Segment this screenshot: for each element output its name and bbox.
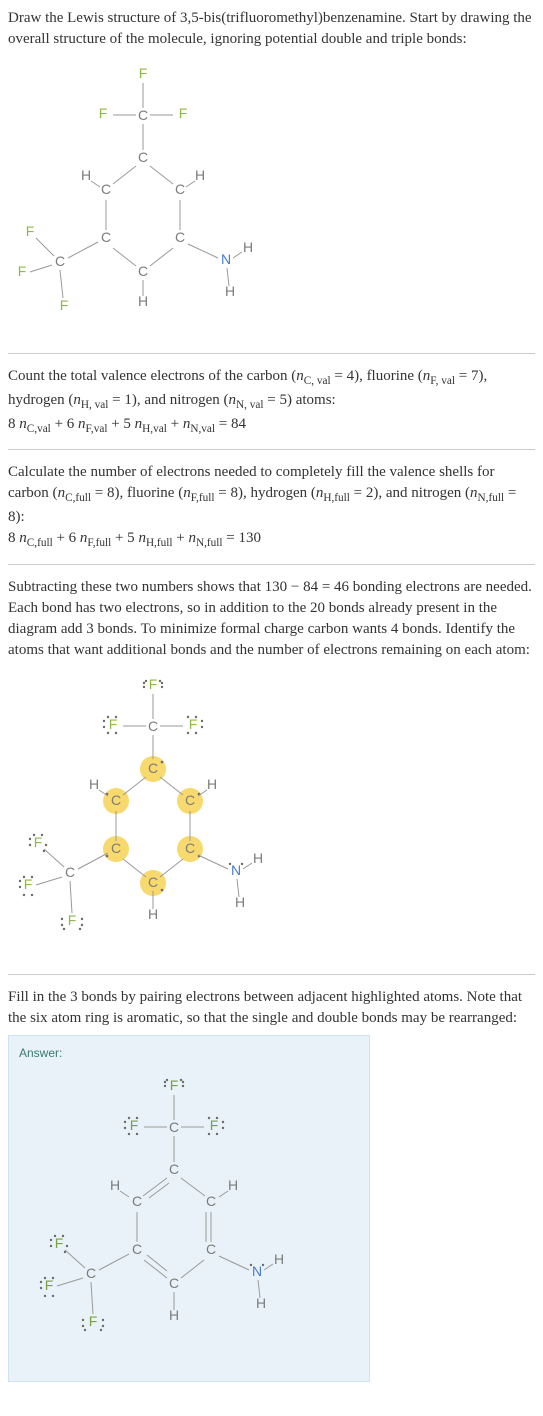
svg-text:C: C — [101, 181, 111, 197]
svg-text:H: H — [207, 776, 217, 792]
svg-text:C: C — [138, 107, 148, 123]
section-full: Calculate the number of electrons needed… — [8, 462, 535, 565]
svg-text:F: F — [109, 716, 118, 732]
svg-text:C: C — [111, 792, 121, 808]
svg-text:F: F — [170, 1077, 179, 1093]
svg-text:H: H — [243, 239, 253, 255]
diagram-answer: F F F C — [19, 1068, 359, 1363]
svg-text:C: C — [148, 874, 158, 890]
svg-text:N: N — [221, 251, 231, 267]
valence-prose: Count the total valence electrons of the… — [8, 366, 535, 414]
svg-text:C: C — [169, 1119, 179, 1135]
answer-intro: Fill in the 3 bonds by pairing electrons… — [8, 987, 535, 1029]
section-bonding: Subtracting these two numbers shows that… — [8, 577, 535, 975]
svg-text:F: F — [34, 834, 43, 850]
svg-text:C: C — [185, 792, 195, 808]
svg-text:F: F — [45, 1277, 54, 1293]
svg-text:H: H — [228, 1177, 238, 1193]
svg-text:C: C — [169, 1275, 179, 1291]
svg-text:H: H — [235, 894, 245, 910]
valence-equation: 8 nC,val + 6 nF,val + 5 nH,val + nN,val … — [8, 414, 535, 438]
diagram-skeleton: F F F C C C C C C C H H H — [8, 58, 535, 333]
svg-text:F: F — [24, 876, 33, 892]
svg-text:C: C — [101, 229, 111, 245]
svg-text:C: C — [148, 718, 158, 734]
full-equation: 8 nC,full + 6 nF,full + 5 nH,full + nN,f… — [8, 528, 535, 552]
full-prose: Calculate the number of electrons needed… — [8, 462, 535, 528]
svg-text:H: H — [253, 850, 263, 866]
svg-text:F: F — [179, 105, 188, 121]
svg-text:H: H — [195, 167, 205, 183]
svg-text:F: F — [89, 1313, 98, 1329]
svg-text:H: H — [256, 1295, 266, 1311]
svg-text:C: C — [175, 229, 185, 245]
svg-text:F: F — [60, 297, 69, 313]
svg-text:F: F — [210, 1117, 219, 1133]
svg-text:F: F — [55, 1235, 64, 1251]
svg-text:H: H — [110, 1177, 120, 1193]
svg-text:F: F — [149, 676, 158, 692]
svg-text:H: H — [81, 167, 91, 183]
svg-text:C: C — [138, 149, 148, 165]
svg-text:H: H — [274, 1251, 284, 1267]
svg-text:C: C — [169, 1161, 179, 1177]
svg-text:C: C — [55, 253, 65, 269]
svg-text:F: F — [99, 105, 108, 121]
svg-text:C: C — [206, 1241, 216, 1257]
svg-text:N: N — [231, 862, 241, 878]
answer-box: Answer: F F F — [8, 1035, 370, 1382]
svg-text:F: F — [139, 65, 148, 81]
svg-text:H: H — [89, 776, 99, 792]
svg-text:F: F — [130, 1117, 139, 1133]
svg-text:F: F — [68, 912, 77, 928]
section-answer: Fill in the 3 bonds by pairing electrons… — [8, 987, 535, 1382]
svg-text:C: C — [148, 760, 158, 776]
svg-text:F: F — [18, 263, 27, 279]
bonding-text: Subtracting these two numbers shows that… — [8, 577, 535, 661]
diagram-highlighted: F F F C C C — [8, 669, 535, 954]
answer-label: Answer: — [19, 1046, 359, 1060]
svg-text:C: C — [111, 840, 121, 856]
svg-text:C: C — [185, 840, 195, 856]
svg-text:F: F — [26, 223, 35, 239]
svg-text:N: N — [252, 1263, 262, 1279]
svg-text:C: C — [86, 1265, 96, 1281]
svg-text:C: C — [138, 263, 148, 279]
svg-text:C: C — [65, 864, 75, 880]
svg-text:C: C — [132, 1193, 142, 1209]
svg-text:H: H — [225, 283, 235, 299]
intro-text: Draw the Lewis structure of 3,5-bis(trif… — [8, 8, 535, 50]
svg-text:C: C — [206, 1193, 216, 1209]
section-valence: Count the total valence electrons of the… — [8, 366, 535, 450]
section-intro: Draw the Lewis structure of 3,5-bis(trif… — [8, 8, 535, 354]
svg-text:F: F — [189, 716, 198, 732]
svg-text:C: C — [132, 1241, 142, 1257]
svg-text:C: C — [175, 181, 185, 197]
